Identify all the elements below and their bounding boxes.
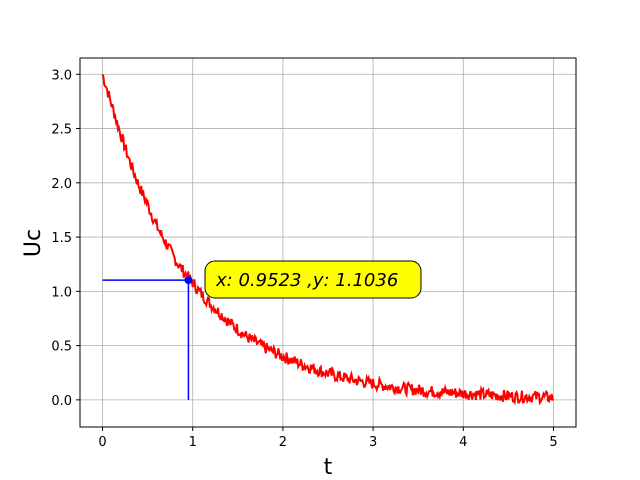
x-axis-label: t [324, 455, 333, 480]
x-tick-label: 1 [189, 435, 197, 450]
x-tick-label: 3 [369, 435, 377, 450]
marker-point[interactable] [184, 276, 193, 285]
series-line [101, 74, 554, 406]
x-tick-label: 4 [459, 435, 467, 450]
annotation-box [204, 260, 422, 299]
x-tick-label: 5 [549, 435, 557, 450]
grid [80, 58, 576, 427]
plot-area [80, 58, 576, 427]
x-tick-label: 2 [279, 435, 287, 450]
y-axis-label: Uc [21, 229, 46, 257]
y-tick-label: 0.5 [51, 340, 72, 355]
y-tick-label: 1.5 [51, 231, 72, 246]
plot-frame [79, 57, 577, 428]
annotation-text: x: 0.9523 ,y: 1.1036 [215, 270, 398, 291]
y-tick-label: 3.0 [51, 68, 72, 83]
y-tick-label: 0.0 [51, 394, 72, 409]
marker-annotation: x: 0.9523 ,y: 1.1036 [204, 260, 422, 299]
y-tick-label: 1.0 [51, 285, 72, 300]
y-tick-label: 2.5 [51, 123, 72, 138]
x-tick-label: 0 [98, 435, 106, 450]
y-tick-label: 2.0 [51, 177, 72, 192]
